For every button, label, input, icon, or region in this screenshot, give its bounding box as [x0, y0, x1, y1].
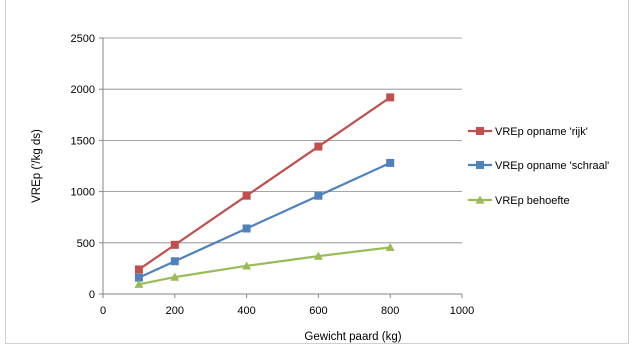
x-tick-label-0: 0	[100, 305, 106, 317]
x-axis-title: Gewicht paard (kg)	[304, 331, 401, 343]
data-point-s2-3	[242, 224, 251, 233]
data-point-s1-5	[386, 93, 395, 102]
series-1	[134, 93, 395, 274]
y-tick-label-2500: 2500	[71, 33, 95, 45]
legend-item-2: VREp opname 'schraal'	[468, 160, 609, 172]
legend-label-2: VREp opname 'schraal'	[495, 160, 609, 172]
series-2	[134, 158, 395, 282]
x-tick-label-600: 600	[309, 305, 327, 317]
y-tick-label-2000: 2000	[71, 84, 95, 96]
x-tick-label-1000: 1000	[450, 305, 474, 317]
data-point-s1-2	[170, 240, 179, 249]
data-point-s2-2	[170, 257, 179, 266]
axes	[99, 37, 463, 298]
data-point-s1-3	[242, 191, 251, 200]
legend-item-1: VREp opname 'rijk'	[468, 126, 588, 138]
series-group	[134, 93, 395, 288]
data-point-s2-4	[314, 191, 323, 200]
data-point-s3-3	[242, 261, 252, 270]
x-tick-label-200: 200	[166, 305, 184, 317]
chart-frame	[5, 0, 629, 344]
x-tick-label-400: 400	[237, 305, 255, 317]
gridlines	[103, 37, 462, 244]
data-point-s2-1	[134, 273, 143, 282]
legend-item-3: VREp behoefte	[468, 195, 570, 207]
y-tick-label-1000: 1000	[71, 187, 95, 199]
data-point-s1-1	[134, 265, 143, 274]
data-point-s2-5	[386, 158, 395, 167]
legend: VREp opname 'rijk' VREp opname 'schraal' V…	[468, 126, 609, 207]
x-tick-labels: 0 200 400 600 800 1000	[100, 305, 474, 317]
legend-swatch-marker-3	[475, 195, 485, 204]
legend-swatch-marker-2	[476, 161, 484, 169]
legend-swatch-marker-1	[476, 127, 484, 135]
y-tick-label-0: 0	[89, 289, 95, 301]
series-3	[134, 242, 395, 288]
x-tick-label-800: 800	[381, 305, 399, 317]
data-point-s3-2	[170, 272, 180, 281]
legend-label-1: VREp opname 'rijk'	[495, 126, 588, 138]
data-point-s3-1	[134, 279, 144, 288]
data-point-s3-4	[313, 251, 323, 260]
y-axis-title: VREp ('/kg ds)	[31, 129, 43, 203]
y-tick-labels: 0 500 1000 1500 2000 2500	[71, 33, 95, 301]
data-point-s3-5	[385, 242, 395, 252]
y-tick-label-500: 500	[77, 238, 95, 250]
legend-label-3: VREp behoefte	[495, 195, 570, 207]
y-tick-label-1500: 1500	[71, 135, 95, 147]
data-point-s1-4	[314, 142, 323, 151]
